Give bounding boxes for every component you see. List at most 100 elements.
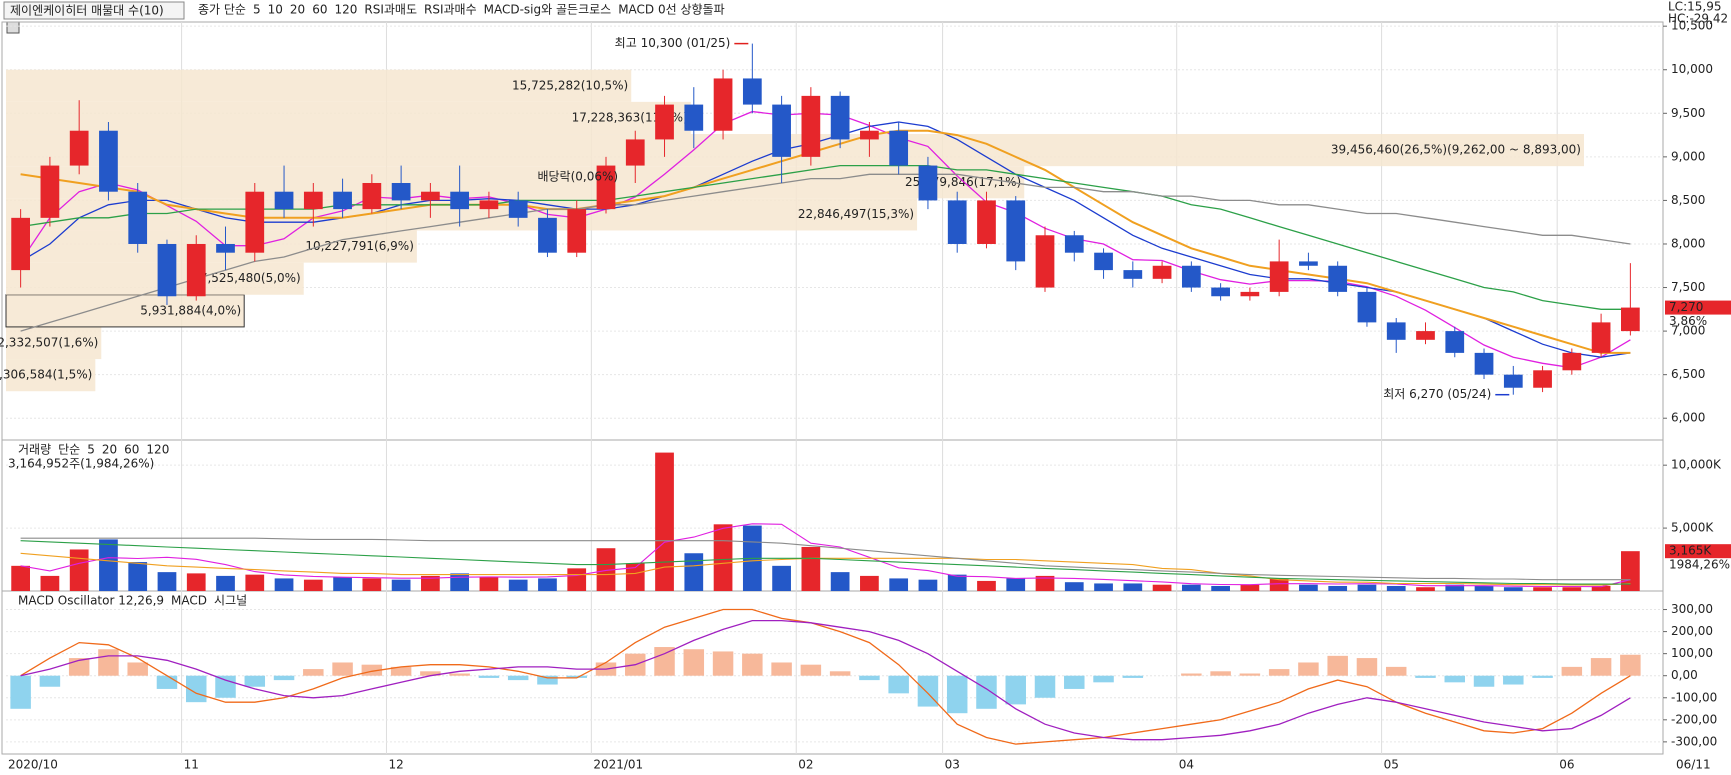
oscillator-bar — [742, 653, 763, 676]
volume-bar — [655, 452, 674, 591]
oscillator-bar — [1122, 675, 1144, 678]
oscillator-bar — [420, 671, 441, 676]
volume-profile-label: 7,525,480(5,0%) — [200, 271, 301, 285]
candle-body — [655, 104, 674, 140]
candle-body — [1386, 322, 1406, 340]
volume-bar — [11, 565, 30, 591]
volume-bar — [977, 580, 996, 591]
y-tick-label: 10,500 — [1671, 19, 1713, 33]
y-tick-label: -300,00 — [1671, 734, 1717, 748]
candle-body — [1123, 270, 1143, 279]
x-tick-label: 2021/01 — [593, 758, 643, 772]
oscillator-bar — [654, 647, 675, 676]
volume-bar — [1064, 582, 1084, 591]
oscillator-bar — [98, 649, 119, 676]
oscillator-bar — [185, 675, 207, 703]
volume-bar — [1503, 587, 1523, 591]
oscillator-bar — [127, 662, 148, 676]
y-tick-label: 6,500 — [1671, 367, 1705, 381]
y-tick-label: -100,00 — [1671, 690, 1717, 704]
low-annotation: 최저 6,270 (05/24) — [1383, 387, 1491, 401]
legend-entry: 60 — [312, 3, 327, 17]
macd-line — [20, 619, 1631, 741]
candle-body — [1357, 291, 1377, 323]
volume-profile-label: 2,306,584(1,5%) — [0, 368, 92, 382]
candle-body — [421, 191, 440, 201]
volume-bar — [303, 579, 323, 591]
volume-bar — [1416, 587, 1435, 591]
volume-bar — [1123, 583, 1143, 591]
volume-bar — [625, 563, 645, 591]
volume-bar — [1386, 585, 1406, 591]
oscillator-bar — [273, 675, 295, 681]
volume-bar — [684, 553, 704, 591]
candle-body — [216, 243, 235, 253]
oscillator-bar — [449, 673, 470, 676]
candle-body — [11, 217, 30, 271]
y-tick-label: 8,500 — [1671, 193, 1705, 207]
volume-bar — [216, 575, 235, 591]
oscillator-bar — [859, 675, 880, 681]
volume-average-line — [20, 552, 1631, 586]
legend-entry: 120 — [146, 443, 169, 457]
volume-bar — [1357, 584, 1377, 591]
candle-body — [1621, 307, 1640, 332]
candle-body — [69, 130, 89, 166]
oscillator-bar — [1239, 673, 1261, 676]
candle-body — [1035, 235, 1055, 288]
legend-prefix: 단순 — [58, 443, 80, 457]
oscillator-bar — [1385, 666, 1407, 676]
volume-bar — [333, 577, 352, 591]
oscillator-bar — [1561, 666, 1583, 676]
candle-body — [245, 191, 265, 253]
candle-body — [830, 95, 850, 140]
candle-body — [40, 165, 60, 218]
volume-bar — [245, 574, 265, 591]
candle-body — [1503, 374, 1523, 388]
signal-legend: MACD 0선 상향돌파 — [618, 3, 724, 17]
volume-bar — [1094, 583, 1113, 591]
x-tick-label: 12 — [388, 758, 403, 772]
legend-entry: 60 — [124, 443, 139, 457]
oscillator-bar — [390, 666, 412, 676]
volume-bar — [830, 572, 850, 591]
oscillator-bar — [888, 675, 909, 694]
candle-body — [362, 182, 382, 210]
volume-bar — [1211, 585, 1230, 591]
oscillator-bar — [332, 662, 353, 676]
y-tick-label: -200,00 — [1671, 712, 1717, 726]
high-annotation: 최고 10,300 (01/25) — [615, 36, 731, 50]
x-tick-label: 05 — [1384, 758, 1399, 772]
last-change-label: 1984,26% — [1669, 558, 1730, 572]
candle-body — [303, 191, 323, 210]
volume-bar — [713, 524, 733, 591]
volume-bar — [274, 578, 294, 591]
legend-entry: 시그널 — [214, 594, 247, 608]
volume-bar — [40, 575, 60, 591]
volume-bar — [1035, 575, 1055, 591]
oscillator-bar — [244, 675, 266, 687]
volume-bar — [128, 562, 148, 591]
candle-body — [1474, 352, 1494, 375]
candle-body — [1562, 352, 1582, 371]
signal-legend: RSI과매수 — [424, 3, 477, 17]
volume-bar — [860, 575, 879, 591]
candle-body — [128, 191, 148, 244]
legend-entry: 5 — [253, 3, 261, 17]
candle-body — [1240, 291, 1260, 297]
volume-bar — [69, 549, 89, 591]
volume-profile-label: 2,332,507(1,6%) — [0, 335, 98, 349]
volume-bar — [889, 578, 909, 591]
candle-body — [684, 104, 704, 131]
y-tick-label: 100,00 — [1671, 646, 1713, 660]
y-tick-label: 0,00 — [1671, 668, 1698, 682]
oscillator-bar — [946, 675, 968, 714]
oscillator-bar — [1034, 675, 1056, 698]
volume-profile-bar — [6, 101, 691, 135]
oscillator-bar — [156, 675, 178, 689]
oscillator-bar — [537, 675, 558, 685]
hc-label: HC:-29,42 — [1668, 12, 1728, 26]
volume-average-line — [20, 540, 1631, 585]
oscillator-bar — [1298, 662, 1319, 676]
volume-profile-bar — [6, 230, 417, 263]
